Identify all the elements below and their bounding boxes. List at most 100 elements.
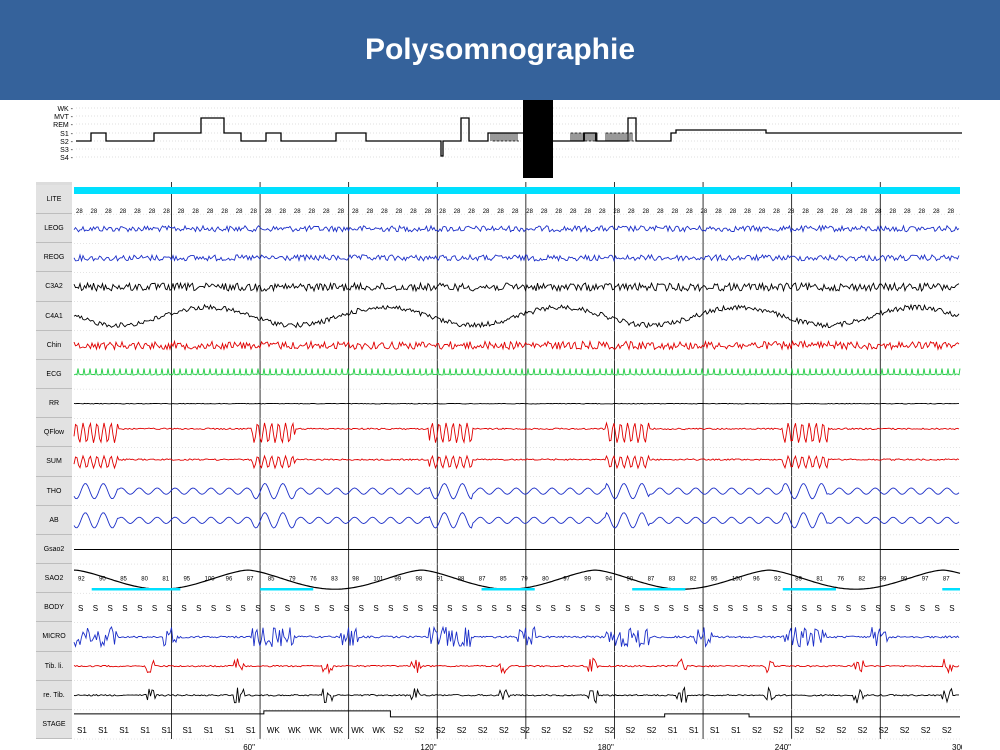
channel-label-ab: AB: [36, 505, 72, 535]
sao2-value: 82: [859, 577, 866, 583]
lite-value: 28: [628, 209, 635, 215]
time-axis-label: 300": [952, 743, 962, 750]
body-position-value: S: [418, 604, 423, 613]
lite-value: 28: [366, 209, 373, 215]
channel-label-tibli: Tib. li.: [36, 651, 72, 681]
lite-value: 28: [817, 209, 824, 215]
sao2-value: 99: [880, 577, 887, 583]
lite-value: 28: [904, 209, 911, 215]
sao2-value: 95: [711, 577, 718, 583]
channel-label-chin: Chin: [36, 330, 72, 360]
lite-value: 28: [192, 209, 199, 215]
channel-label-lite: LITE: [36, 185, 72, 215]
lite-value: 28: [918, 209, 925, 215]
trace-reog: [73, 253, 960, 263]
hypnogram-stage-label: S1 -: [60, 131, 74, 138]
time-axis-label: 240": [775, 743, 791, 750]
hypnogram-window-marker: [523, 100, 553, 178]
hypnogram-stage-label: S2 -: [60, 139, 74, 146]
sao2-value: 80: [141, 577, 148, 583]
body-position-value: S: [211, 604, 216, 613]
body-position-value: S: [167, 604, 172, 613]
sao2-value: 85: [120, 577, 127, 583]
body-position-value: S: [152, 604, 157, 613]
body-position-value: S: [285, 604, 290, 613]
body-position-value: S: [477, 604, 482, 613]
body-position-value: S: [551, 604, 556, 613]
lite-value: 28: [889, 209, 896, 215]
time-axis-label: 60": [243, 743, 255, 750]
body-position-value: S: [359, 604, 364, 613]
stage-value: S1: [77, 726, 87, 735]
sao2-value: 87: [648, 577, 655, 583]
stage-value: S2: [499, 726, 509, 735]
stage-value: WK: [330, 726, 344, 735]
lite-value: 28: [250, 209, 257, 215]
stage-value: S2: [815, 726, 825, 735]
hypnogram-toggle-trace: [570, 132, 599, 142]
channel-label-reog: REOG: [36, 243, 72, 273]
stage-value: S1: [225, 726, 235, 735]
stage-value: S2: [942, 726, 952, 735]
body-position-value: S: [802, 604, 807, 613]
trace-qflow: [73, 421, 960, 444]
stage-value: S1: [689, 726, 699, 735]
stage-value: S2: [520, 726, 530, 735]
sao2-value: 92: [78, 577, 85, 583]
sao2-value: 100: [732, 577, 743, 583]
body-position-value: S: [196, 604, 201, 613]
body-position-value: S: [669, 604, 674, 613]
lite-value: 28: [947, 209, 954, 215]
sao2-value: 95: [183, 577, 190, 583]
sao2-value: 99: [584, 577, 591, 583]
body-position-value: S: [506, 604, 511, 613]
body-position-value: S: [108, 604, 113, 613]
sao2-value: 100: [205, 577, 216, 583]
sao2-value: 92: [774, 577, 781, 583]
body-position-value: S: [122, 604, 127, 613]
hypnogram-panel: WK - MVT - REM - S1 - S2 - S3 - S4 -: [36, 100, 962, 178]
body-position-value: S: [757, 604, 762, 613]
lite-value: 28: [134, 209, 141, 215]
body-position-value: S: [388, 604, 393, 613]
trace-ab: [73, 511, 960, 529]
sao2-value: 96: [753, 577, 760, 583]
stage-value: WK: [372, 726, 386, 735]
hypnogram-trace: [76, 109, 962, 157]
body-position-value: S: [846, 604, 851, 613]
body-position-value: S: [580, 604, 585, 613]
lite-value: 28: [744, 209, 751, 215]
slide-title: Polysomnographie: [364, 33, 636, 66]
channel-label-rr: RR: [36, 389, 72, 419]
trace-rr: [73, 402, 959, 405]
time-axis-label: 120": [420, 743, 436, 750]
stage-value: S2: [604, 726, 614, 735]
body-position-value: S: [595, 604, 600, 613]
body-position-value: S: [521, 604, 526, 613]
stage-value: S2: [478, 726, 488, 735]
signal-panel: 28 28 28 28 28 28 28 28 28 28 28 28 28 28 28 28 28 28 28 28…: [36, 182, 962, 750]
channel-label-body: BODY: [36, 593, 72, 623]
sao2-value: 98: [352, 577, 359, 583]
hypnogram-toggle-trace: [490, 132, 519, 142]
lite-value: 28: [875, 209, 882, 215]
lite-value: 28: [410, 209, 417, 215]
lite-value: 28: [642, 209, 649, 215]
sao2-value: 81: [162, 577, 169, 583]
stage-value: S2: [583, 726, 593, 735]
sao2-value: 97: [922, 577, 929, 583]
lite-value: 28: [672, 209, 679, 215]
body-position-value: S: [240, 604, 245, 613]
sao2-value: 101: [373, 577, 384, 583]
hypnogram-stage-label: S3 -: [60, 147, 74, 154]
stage-value: S2: [836, 726, 846, 735]
lite-value: 28: [657, 209, 664, 215]
trace-micro: [73, 625, 960, 649]
body-position-value: S: [698, 604, 703, 613]
stage-value: S1: [246, 726, 256, 735]
body-position-value: S: [226, 604, 231, 613]
trace-ecg: [73, 368, 961, 376]
channel-label-ecg: ECG: [36, 359, 72, 390]
lite-value: 28: [788, 209, 795, 215]
lite-value: 28: [599, 209, 606, 215]
